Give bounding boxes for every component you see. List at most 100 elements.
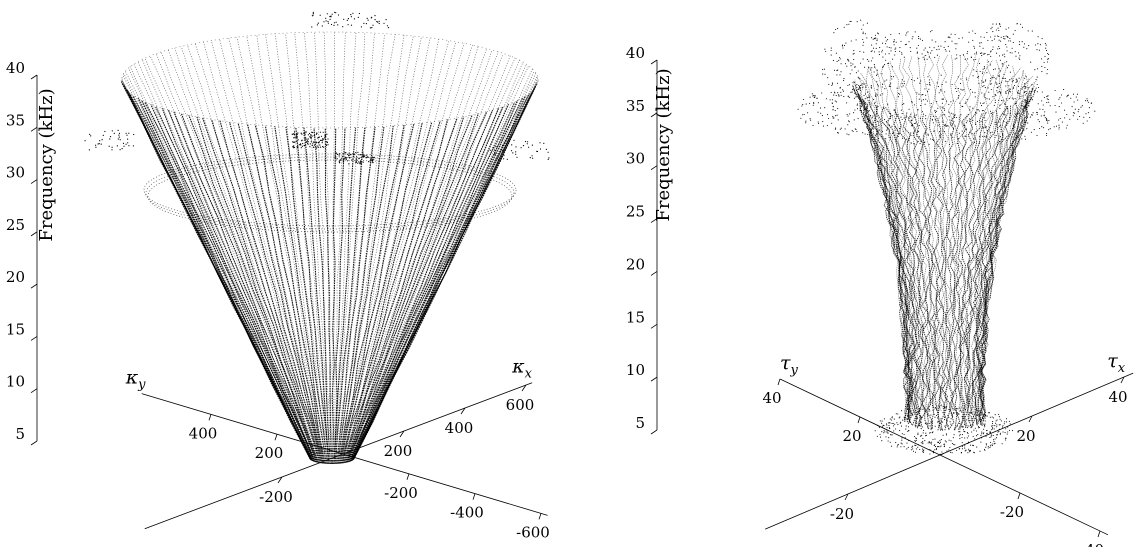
scatter-point	[1000, 420, 1002, 422]
scatter-point	[863, 94, 865, 97]
scatter-point	[973, 138, 975, 140]
scatter-point	[944, 406, 946, 408]
scatter-point	[1000, 124, 1002, 126]
scatter-point	[959, 407, 961, 409]
scatter-point	[359, 163, 361, 165]
scatter-point	[890, 76, 892, 78]
scatter-point	[833, 69, 836, 71]
scatter-point	[915, 407, 917, 409]
scatter-point	[1044, 42, 1046, 44]
scatter-point	[915, 114, 917, 116]
scatter-point	[889, 86, 891, 88]
scatter-point	[1014, 51, 1016, 53]
scatter-point	[876, 81, 878, 83]
z-tick	[30, 336, 38, 341]
scatter-point	[1025, 102, 1027, 104]
scatter-point	[1034, 89, 1036, 92]
cone-meridian	[347, 46, 479, 454]
ty-tick	[1017, 492, 1021, 500]
scatter-point	[989, 416, 991, 418]
scatter-point	[1005, 418, 1008, 420]
scatter-point	[944, 443, 946, 445]
scatter-point	[974, 427, 976, 429]
scatter-point	[948, 408, 950, 410]
scatter-point	[910, 449, 912, 451]
scatter-point	[362, 155, 364, 157]
scatter-point	[939, 440, 941, 442]
scatter-point	[988, 98, 990, 100]
scatter-point	[985, 446, 987, 448]
scatter-point	[1022, 95, 1024, 97]
scatter-point	[930, 52, 932, 54]
scatter-point	[990, 436, 992, 438]
scatter-point	[946, 406, 948, 408]
scatter-point	[1008, 40, 1010, 42]
scatter-point	[990, 51, 992, 53]
scatter-point	[953, 443, 955, 445]
scatter-point	[296, 133, 298, 135]
scatter-point	[980, 423, 983, 425]
scatter-point	[860, 62, 862, 64]
scatter-point	[979, 450, 981, 452]
scatter-point	[839, 74, 841, 76]
scatter-point	[309, 143, 311, 145]
scatter-point	[1019, 44, 1021, 46]
scatter-point	[943, 445, 946, 447]
z-tick-label: 20	[6, 268, 25, 286]
scatter-point	[1012, 87, 1014, 90]
funnel-trace	[860, 72, 914, 417]
scatter-point	[967, 442, 969, 444]
scatter-point	[914, 440, 916, 442]
z-tick-label: 10	[626, 361, 645, 379]
scatter-point	[967, 432, 969, 435]
scatter-point	[981, 80, 983, 82]
scatter-point	[881, 426, 883, 428]
scatter-point	[906, 409, 909, 411]
scatter-point	[1041, 91, 1043, 93]
scatter-point	[862, 44, 864, 46]
scatter-point	[319, 131, 321, 133]
scatter-point	[979, 45, 981, 47]
scatter-point	[117, 138, 119, 140]
scatter-point	[1078, 109, 1080, 111]
funnel-trace	[902, 57, 931, 412]
scatter-point	[1023, 106, 1026, 108]
scatter-point	[993, 428, 995, 430]
funnel-trace	[855, 85, 911, 421]
scatter-point	[918, 58, 920, 60]
scatter-point	[1003, 38, 1005, 40]
scatter-point	[369, 27, 371, 29]
scatter-point	[1028, 45, 1030, 47]
ring-series	[121, 31, 539, 233]
scatter-point	[918, 125, 920, 127]
scatter-point	[977, 414, 979, 416]
scatter-point	[1039, 108, 1041, 110]
scatter-point	[983, 81, 985, 83]
scatter-point	[895, 442, 897, 444]
scatter-point	[877, 85, 879, 87]
scatter-point	[974, 438, 976, 440]
scatter-point	[813, 94, 815, 96]
scatter-point	[819, 107, 822, 109]
scatter-point	[872, 115, 874, 117]
scatter-point	[832, 109, 834, 111]
scatter-point	[999, 24, 1001, 26]
scatter-point	[985, 112, 987, 114]
scatter-point	[970, 88, 972, 91]
scatter-point	[342, 26, 344, 28]
scatter-point	[999, 107, 1001, 110]
scatter-point	[856, 84, 858, 86]
scatter-point	[1058, 124, 1060, 126]
scatter-point	[987, 39, 989, 42]
scatter-point	[824, 48, 826, 50]
scatter-point	[111, 149, 113, 151]
scatter-point	[1085, 113, 1087, 115]
scatter-point	[821, 115, 823, 117]
scatter-point	[99, 140, 101, 142]
scatter-point	[122, 142, 125, 144]
scatter-point	[936, 54, 938, 56]
z-tick-label: 20	[626, 255, 645, 273]
scatter-point	[884, 431, 886, 433]
scatter-point	[954, 33, 956, 36]
scatter-point	[127, 138, 129, 140]
